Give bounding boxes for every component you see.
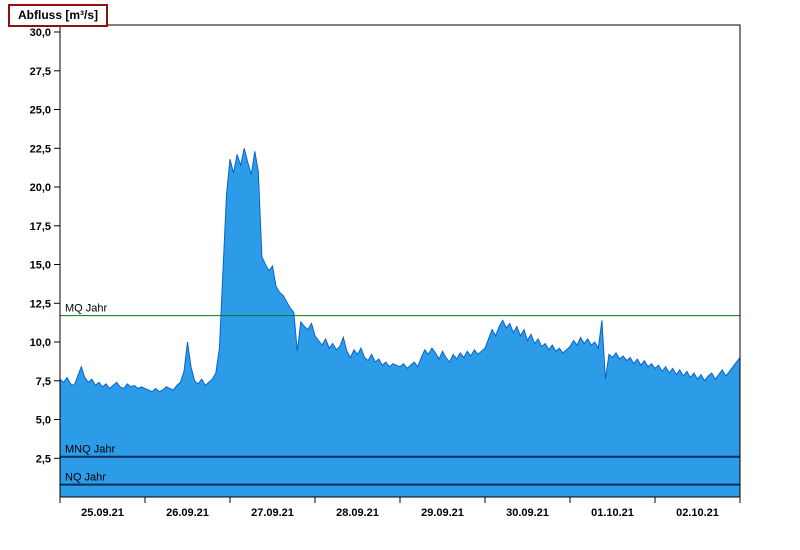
y-tick-label: 25,0 (30, 105, 51, 117)
x-tick-label: 29.09.21 (421, 507, 464, 519)
y-tick-label: 5,0 (36, 415, 51, 427)
y-tick-label: 20,0 (30, 182, 51, 194)
discharge-line (59, 148, 741, 393)
y-tick-label: 27,5 (30, 66, 51, 78)
x-tick-label: 26.09.21 (166, 507, 209, 519)
x-tick-label: 28.09.21 (336, 507, 379, 519)
y-tick-label: 17,5 (30, 221, 51, 233)
y-tick-label: 22,5 (30, 143, 51, 155)
y-tick-label: 12,5 (30, 298, 51, 310)
x-tick-label: 27.09.21 (251, 507, 294, 519)
x-tick-label: 30.09.21 (506, 507, 549, 519)
chart-title: Abfluss [m³/s] (8, 4, 109, 27)
x-tick-label: 01.10.21 (591, 507, 634, 519)
reference-label-nq-jahr: NQ Jahr (65, 472, 106, 484)
y-tick-label: 15,0 (30, 260, 51, 272)
reference-label-mq-jahr: MQ Jahr (65, 303, 108, 315)
y-tick-label: 2,5 (36, 453, 51, 465)
reference-label-mnq-jahr: MNQ Jahr (65, 444, 115, 456)
y-tick-label: 30,0 (30, 27, 51, 39)
y-tick-label: 10,0 (30, 337, 51, 349)
discharge-area (60, 148, 740, 498)
x-tick-label: 25.09.21 (81, 507, 124, 519)
y-tick-label: 7,5 (36, 376, 51, 388)
x-tick-label: 02.10.21 (676, 507, 719, 519)
